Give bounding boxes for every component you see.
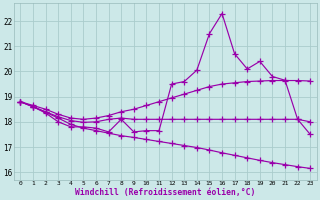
X-axis label: Windchill (Refroidissement éolien,°C): Windchill (Refroidissement éolien,°C) — [75, 188, 255, 197]
